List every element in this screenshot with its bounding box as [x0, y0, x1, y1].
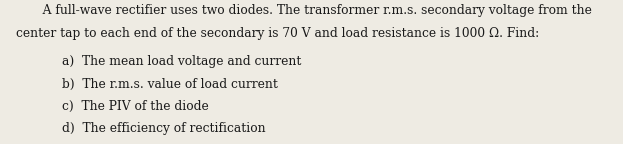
Text: A full-wave rectifier uses two diodes. The transformer r.m.s. secondary voltage : A full-wave rectifier uses two diodes. T… — [31, 4, 592, 17]
Text: c)  The PIV of the diode: c) The PIV of the diode — [62, 100, 209, 113]
Text: b)  The r.m.s. value of load current: b) The r.m.s. value of load current — [62, 78, 278, 91]
Text: a)  The mean load voltage and current: a) The mean load voltage and current — [62, 55, 302, 68]
Text: d)  The efficiency of rectification: d) The efficiency of rectification — [62, 122, 266, 135]
Text: center tap to each end of the secondary is 70 V and load resistance is 1000 Ω. F: center tap to each end of the secondary … — [16, 27, 539, 40]
